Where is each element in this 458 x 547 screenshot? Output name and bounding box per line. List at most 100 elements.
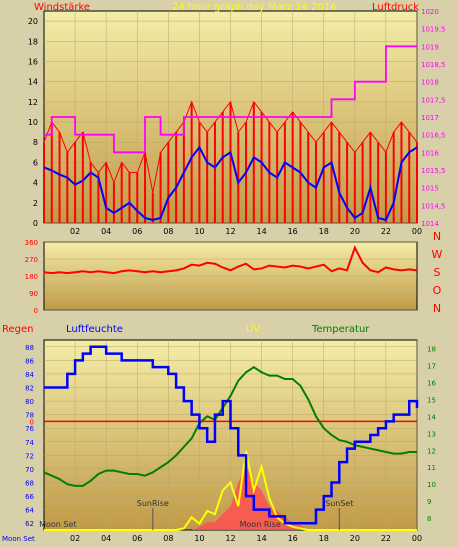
humidity-x-tick-label: 02 (70, 534, 80, 543)
wind-x-tick-label: 02 (70, 227, 80, 236)
wind-axis-title: Windstärke (34, 2, 90, 13)
humidity-tick-label: 78 (25, 412, 34, 420)
humidity-tick-label: 86 (25, 357, 34, 365)
pressure-tick-label: 1020 (421, 8, 439, 16)
uv-axis-title: UV (246, 324, 260, 335)
wind-tick-label: 14 (28, 78, 38, 87)
pressure-tick-label: 1018,5 (421, 61, 446, 69)
humidity-x-tick-label: 14 (256, 534, 266, 543)
wind-gust-line (43, 100, 418, 193)
rain-axis-title: Regen (2, 324, 34, 335)
wind-x-tick-label: 16 (288, 227, 298, 236)
pressure-tick-label: 1017,5 (421, 96, 446, 104)
moon-event-label: Moon Rise (240, 520, 281, 529)
temperature-tick-label: 11 (427, 464, 436, 472)
wind-average-line (43, 145, 418, 222)
pressure-axis-title: Luftdruck (372, 2, 419, 13)
uv-line (44, 450, 417, 531)
pressure-tick-label: 1018 (421, 79, 439, 87)
humidity-tick-label: 68 (25, 480, 34, 488)
humidity-tick-label: 88 (25, 344, 34, 352)
wind-x-tick-label: 12 (225, 227, 235, 236)
humidity-axis-title: Luftfeuchte (66, 324, 123, 335)
pressure-tick-label: 1015 (421, 185, 439, 193)
temperature-tick-label: 9 (427, 498, 431, 506)
wind-tick-label: 20 (28, 17, 38, 26)
temperature-tick-label: 18 (427, 345, 436, 353)
direction-tick-label: 180 (25, 273, 38, 281)
humidity-x-tick-label: 10 (194, 534, 204, 543)
humidity-tick-label: 62 (25, 520, 34, 528)
wind-x-tick-label: 00 (412, 227, 422, 236)
pressure-tick-label: 1014,5 (421, 202, 446, 210)
humidity-tick-label: 66 (25, 493, 34, 501)
direction-tick-label: 360 (25, 239, 38, 247)
compass-label: O (433, 284, 442, 297)
humidity-x-tick-label: 16 (288, 534, 298, 543)
direction-tick-label: 0 (34, 307, 38, 315)
humidity-tick-label: 72 (25, 452, 34, 460)
pressure-tick-label: 1014 (421, 220, 439, 228)
temperature-tick-label: 12 (427, 447, 436, 455)
temperature-tick-label: 16 (427, 379, 436, 387)
wind-tick-label: 0 (33, 219, 38, 228)
compass-label: N (433, 230, 441, 243)
humidity-tick-label: 82 (25, 385, 34, 393)
wind-x-tick-label: 22 (381, 227, 391, 236)
moon-event-label: Moon Set (39, 520, 76, 529)
humidity-tick-label: 70 (25, 466, 34, 474)
pressure-tick-label: 1016,5 (421, 132, 446, 140)
humidity-x-tick-label: 20 (350, 534, 360, 543)
wind-x-tick-label: 10 (194, 227, 204, 236)
rain-tick-label: 0 (30, 418, 34, 426)
wind-tick-label: 12 (28, 98, 38, 107)
compass-label: S (434, 266, 441, 279)
humidity-x-tick-label: 12 (225, 534, 235, 543)
wind-tick-label: 18 (28, 37, 38, 46)
wind-x-tick-label: 06 (132, 227, 142, 236)
direction-tick-label: 270 (25, 256, 38, 264)
solar-radiation-area (44, 466, 417, 530)
humidity-tick-label: 76 (25, 425, 34, 433)
wind-x-tick-label: 04 (101, 227, 111, 236)
direction-tick-label: 90 (29, 290, 38, 298)
wind-x-tick-label: 20 (350, 227, 360, 236)
temperature-tick-label: 15 (427, 396, 436, 404)
pressure-tick-label: 1017 (421, 114, 439, 122)
wind-tick-label: 2 (33, 199, 38, 208)
humidity-x-tick-label: 00 (412, 534, 422, 543)
humidity-x-tick-label: 08 (163, 534, 173, 543)
wind-direction-line (43, 245, 418, 275)
humidity-line (44, 345, 419, 525)
pressure-line (44, 45, 417, 154)
wind-tick-label: 16 (28, 57, 38, 66)
humidity-tick-label: 80 (25, 398, 34, 406)
wind-tick-label: 4 (33, 179, 38, 188)
humidity-x-tick-label: 04 (101, 534, 111, 543)
compass-label: N (433, 302, 441, 315)
pressure-tick-label: 1015,5 (421, 167, 446, 175)
wind-tick-label: 8 (33, 138, 38, 147)
sun-event-label: SunRise (137, 499, 169, 508)
compass-label: W (432, 248, 443, 261)
humidity-tick-label: 84 (25, 371, 34, 379)
moon-set-bottom-label: Moon Set (2, 535, 35, 543)
temperature-tick-label: 14 (427, 413, 436, 421)
humidity-x-tick-label: 18 (319, 534, 329, 543)
temperature-tick-label: 17 (427, 362, 436, 370)
temperature-tick-label: 8 (427, 515, 431, 523)
humidity-x-tick-label: 22 (381, 534, 391, 543)
wind-x-tick-label: 14 (256, 227, 266, 236)
humidity-tick-label: 64 (25, 507, 34, 515)
temperature-axis-title: Temperatur (311, 324, 370, 335)
temperature-tick-label: 10 (427, 481, 436, 489)
wind-tick-label: 6 (33, 158, 38, 167)
temperature-tick-label: 13 (427, 430, 436, 438)
sun-event-label: SunSet (325, 499, 353, 508)
humidity-x-tick-label: 06 (132, 534, 142, 543)
wind-tick-label: 10 (28, 118, 38, 127)
graph-title: 24 hour graph day Marz 14 2016 (172, 2, 337, 13)
pressure-tick-label: 1019 (421, 43, 439, 51)
